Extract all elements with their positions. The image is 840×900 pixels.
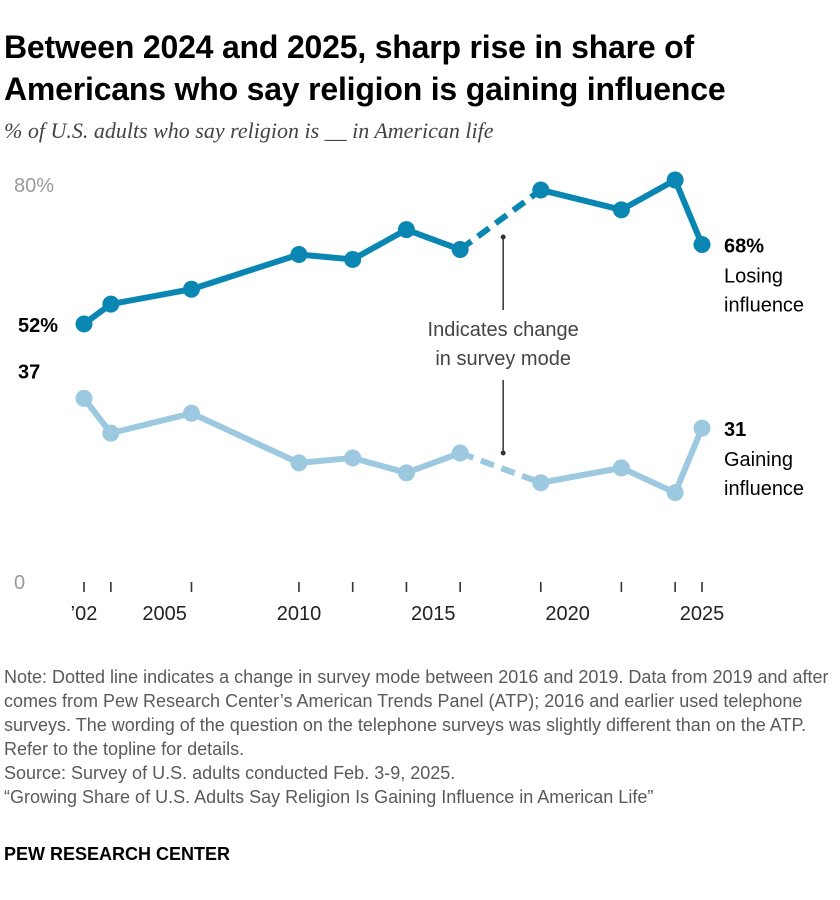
- note-text: Note: Dotted line indicates a change in …: [4, 667, 829, 759]
- series-1-point-10: [693, 419, 711, 437]
- y-tick-label-0: 80%: [14, 175, 54, 197]
- annotation-dot-bottom: [500, 450, 506, 456]
- series-1-segment-1: [110, 410, 193, 437]
- series-1-point-6: [451, 444, 469, 462]
- y-tick-label-1: 0: [14, 572, 25, 594]
- series-1-point-5: [397, 464, 415, 482]
- series-0-segment-8: [619, 177, 677, 213]
- series-0-name-line2: influence: [724, 295, 804, 317]
- series-0-segment-6: [458, 187, 543, 252]
- series-0-point-5: [397, 221, 415, 239]
- series-1-name-line2: influence: [724, 478, 804, 500]
- series-1-segment-8: [620, 465, 677, 496]
- annotation-dot-top: [500, 234, 506, 240]
- line-chart: 80% 0 ’02 2005 2010 2015 2020 2025 52% 68% Losing i…: [14, 171, 804, 625]
- series-1-point-2: [182, 404, 200, 422]
- chart-subtitle: % of U.S. adults who say religion is __ …: [4, 118, 494, 143]
- series-1-start-label: 37: [18, 361, 40, 383]
- series-0-point-9: [666, 171, 684, 189]
- series-0-segment-1: [110, 286, 193, 308]
- series-1-segment-5: [405, 450, 462, 476]
- x-tick-label-1: 2005: [142, 603, 187, 625]
- series-1-segment-7: [540, 464, 622, 486]
- series-1-point-8: [612, 459, 630, 477]
- series-1-point-9: [666, 484, 684, 502]
- series-0-point-2: [182, 280, 200, 298]
- series-1-segment-2: [190, 410, 301, 466]
- series-0-segment-5: [405, 226, 462, 253]
- series-0-start-label: 52%: [18, 315, 58, 337]
- series-0-point-7: [532, 181, 550, 199]
- series-0-segment-4: [351, 227, 408, 263]
- chart-title: Between 2024 and 2025, sharp rise in sha…: [4, 29, 726, 107]
- series-1-segment-4: [351, 455, 408, 476]
- series-0-segment-2: [190, 251, 300, 293]
- series-1-segment-9: [672, 427, 705, 494]
- series-0-point-3: [290, 245, 308, 263]
- series-1-point-4: [344, 449, 362, 467]
- series-1-point-0: [75, 389, 93, 407]
- series-1-point-7: [532, 474, 550, 492]
- x-tick-label-3: 2015: [411, 603, 456, 625]
- series-1-end-label: 31: [724, 419, 746, 441]
- series-0-point-1: [102, 295, 120, 313]
- source-text: Source: Survey of U.S. adults conducted …: [4, 763, 456, 783]
- series-0-point-0: [75, 315, 93, 333]
- series-0-segment-9: [672, 178, 705, 246]
- series-0-point-4: [344, 250, 362, 268]
- series-0-name-line1: Losing: [724, 266, 783, 288]
- series-0-end-label: 68%: [724, 236, 764, 258]
- series-1-point-3: [290, 454, 308, 472]
- series-1-segment-6: [459, 450, 542, 486]
- series-0-segment-7: [540, 187, 623, 213]
- chart-notes: Note: Dotted line indicates a change in …: [4, 665, 834, 809]
- report-title-text: “Growing Share of U.S. Adults Say Religi…: [4, 787, 654, 807]
- series-1-segment-3: [298, 454, 353, 466]
- x-tick-label-5: 2025: [680, 603, 725, 625]
- x-tick-label-0: ’02: [71, 603, 98, 625]
- series-0-point-8: [612, 201, 630, 219]
- x-tick-label-4: 2020: [545, 603, 590, 625]
- series-1-point-1: [102, 424, 120, 442]
- series-0-point-6: [451, 241, 469, 259]
- annotation-text-line2: in survey mode: [435, 348, 571, 370]
- annotation-text-line1: Indicates change: [428, 319, 579, 341]
- series-0-segment-3: [298, 251, 353, 263]
- x-tick-label-2: 2010: [277, 603, 322, 625]
- series-1-name-line1: Gaining: [724, 449, 793, 471]
- footer-brand: PEW RESEARCH CENTER: [4, 844, 231, 864]
- series-0-point-10: [693, 236, 711, 254]
